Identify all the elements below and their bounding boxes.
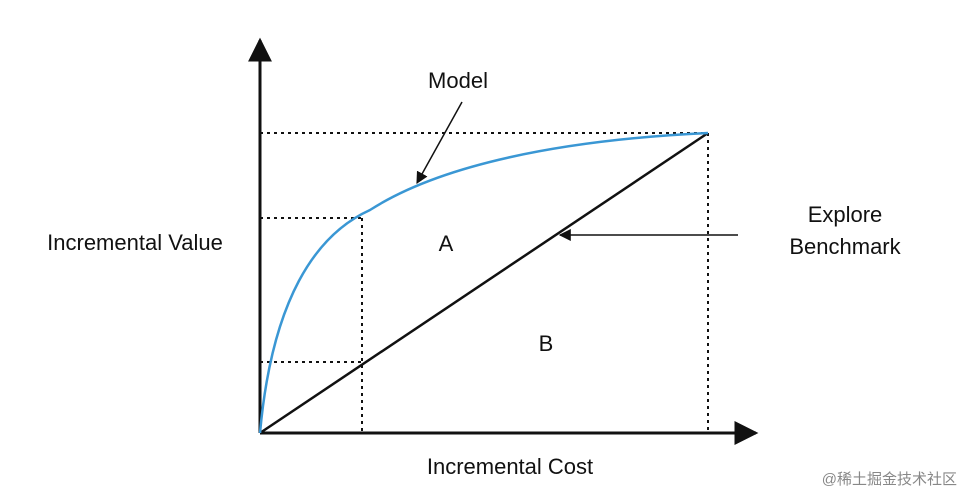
region-label: B xyxy=(539,331,554,356)
model-label: Model xyxy=(428,68,488,93)
model-curve xyxy=(258,131,709,434)
x-axis-label: Incremental Cost xyxy=(427,454,593,479)
benchmark-line xyxy=(259,131,709,435)
model-arrow xyxy=(416,101,463,185)
region-label: A xyxy=(439,231,454,256)
benchmark-label: Explore xyxy=(808,202,883,227)
watermark: @稀土掘金技术社区 xyxy=(822,471,957,488)
benchmark-label: Benchmark xyxy=(789,234,901,259)
y-axis-label: Incremental Value xyxy=(47,230,223,255)
